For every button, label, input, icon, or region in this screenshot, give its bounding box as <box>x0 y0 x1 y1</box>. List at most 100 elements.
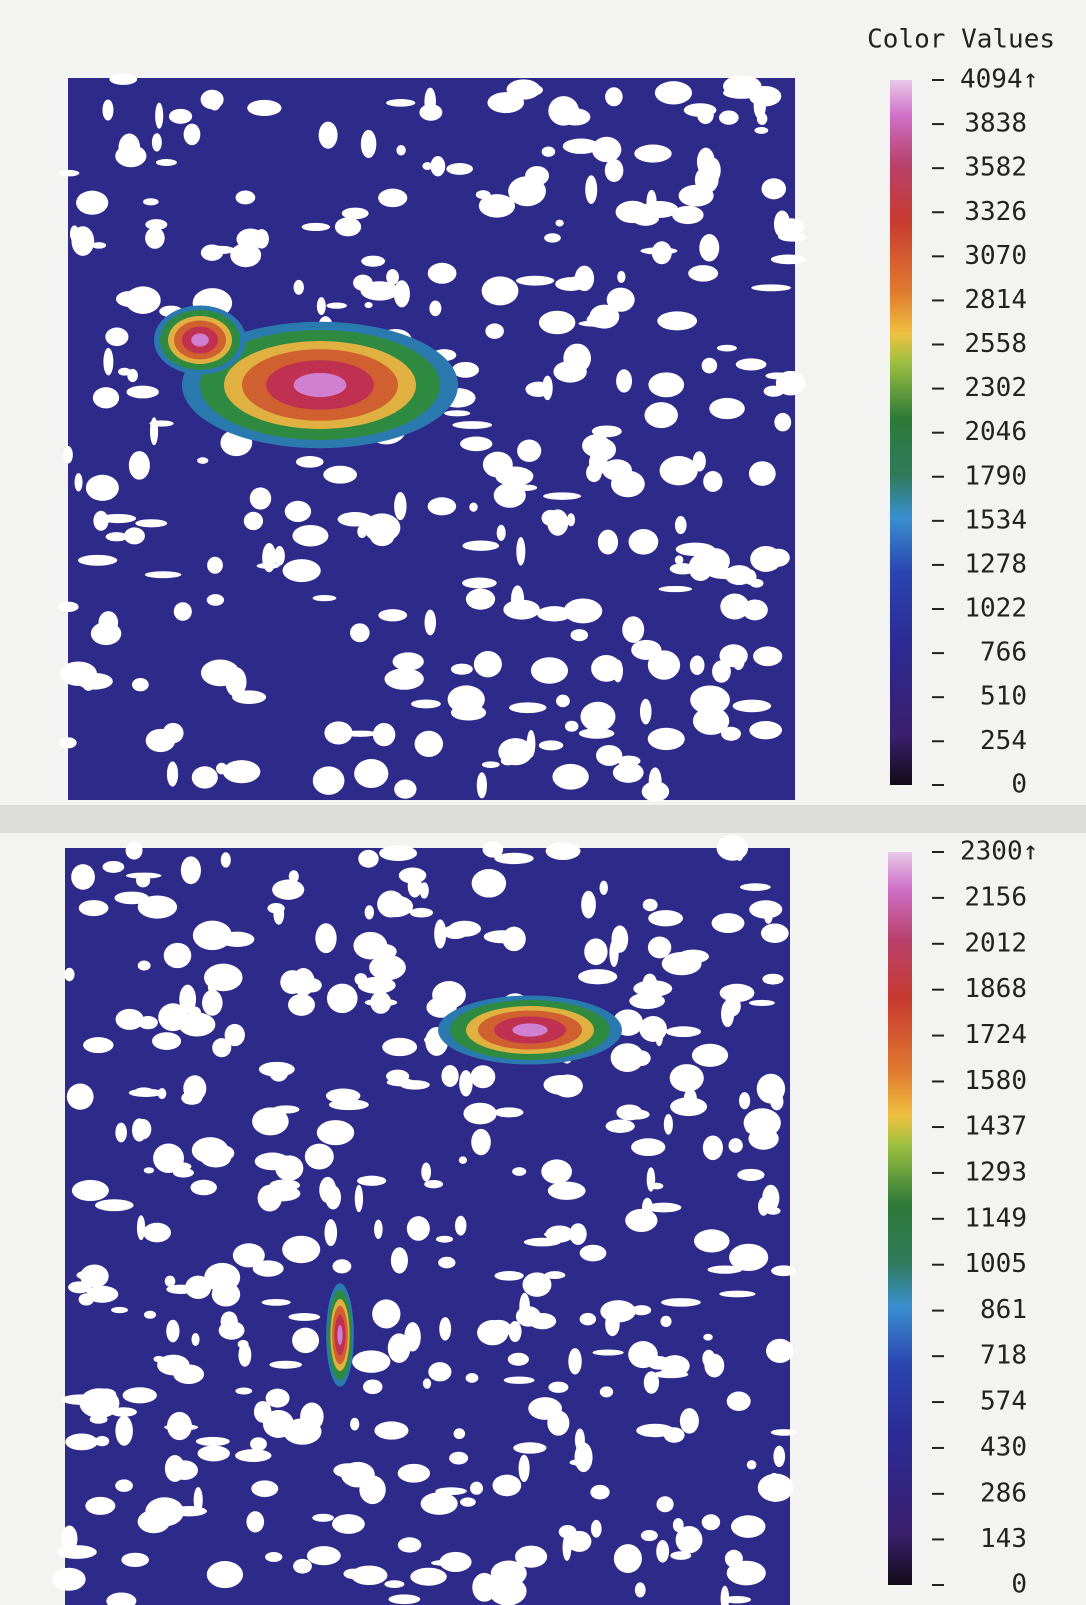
heatmap-blank-area <box>471 1128 491 1156</box>
heatmap-blank-area <box>318 121 338 149</box>
colorbar <box>890 80 912 785</box>
heatmap-blank-area <box>763 385 784 397</box>
heatmap-blank-area <box>705 473 719 490</box>
heatmap-blank-area <box>580 701 616 732</box>
heatmap-blank-area <box>739 1092 751 1110</box>
heatmap-blank-area <box>528 1397 562 1420</box>
heatmap-blank-area <box>396 145 406 156</box>
heatmap-blank-area <box>753 92 766 120</box>
heatmap-blank-area <box>71 226 95 256</box>
heatmap-blank-area <box>246 1511 265 1533</box>
heatmap-background <box>68 78 795 800</box>
heatmap-blank-area <box>109 73 138 85</box>
heatmap-blank-area <box>191 1137 229 1164</box>
heatmap-blank-area <box>616 369 633 393</box>
heatmap-blank-area <box>465 1372 479 1383</box>
heatmap-blank-area <box>312 594 337 602</box>
heatmap-blank-area <box>459 1070 473 1097</box>
heatmap-blank-area <box>516 275 555 286</box>
heatmap-blank-area <box>629 992 665 1009</box>
heatmap-blank-area <box>688 265 719 282</box>
heatmap-blank-area <box>556 694 570 708</box>
heatmap-blank-area <box>71 864 95 890</box>
heatmap-blank-area <box>642 973 657 993</box>
colorbar-tick-label: 2302 <box>964 373 1027 403</box>
heatmap-blank-area <box>80 1264 109 1288</box>
heatmap-blank-area <box>699 234 720 262</box>
heatmap-blank-area <box>599 880 608 895</box>
heatmap-blank-area <box>748 461 776 486</box>
heatmap-blank-area <box>386 269 399 285</box>
heatmap-blank-area <box>136 1215 146 1241</box>
colorbar-tick-label: 2814 <box>964 285 1027 315</box>
heatmap-blank-area <box>726 1391 751 1411</box>
heatmap-blank-area <box>374 1219 383 1239</box>
heatmap-blank-area <box>517 439 542 462</box>
heatmap-blank-area <box>544 233 561 243</box>
heatmap-blank-area <box>722 86 761 99</box>
heatmap-blank-area <box>749 900 783 919</box>
heatmap-blank-area <box>771 1265 797 1277</box>
heatmap-blank-area <box>136 873 151 888</box>
heatmap-blank-area <box>591 136 622 163</box>
heatmap-blank-area <box>407 874 422 898</box>
heatmap-blank-area <box>422 162 433 170</box>
heatmap-blank-area <box>378 609 408 622</box>
heatmap-blank-area <box>374 1421 409 1440</box>
heatmap-blank-area <box>115 1415 133 1446</box>
heatmap-blank-area <box>509 702 547 714</box>
heatmap-blank-area <box>269 1360 303 1369</box>
heatmap-blank-area <box>302 978 322 993</box>
heatmap-blank-area <box>691 1043 729 1067</box>
heatmap-blank-area <box>126 385 159 399</box>
heatmap-blank-area <box>208 92 222 111</box>
heatmap-blank-area <box>219 931 255 947</box>
heatmap-blank-area <box>115 1479 133 1492</box>
heatmap-blank-area <box>332 1514 365 1534</box>
heatmap-blank-area <box>394 492 407 521</box>
heatmap-blank-area <box>498 738 533 766</box>
heatmap-blank-area <box>410 699 441 709</box>
heatmap-blank-area <box>319 1176 337 1204</box>
heatmap-blank-area <box>507 1352 529 1366</box>
heatmap-blank-area <box>379 895 414 918</box>
heatmap-blank-area <box>350 623 370 643</box>
heatmap-blank-area <box>324 1219 338 1247</box>
heatmap-blank-area <box>612 659 623 683</box>
heatmap-blank-area <box>600 1300 636 1323</box>
colorbar-tick-label: 1580 <box>964 1066 1027 1096</box>
heatmap-blank-area <box>86 1285 119 1303</box>
heatmap-blank-area <box>719 1290 756 1298</box>
heatmap-blank-area <box>406 1216 430 1241</box>
heatmap-blank-area <box>247 99 282 117</box>
heatmap-blank-area <box>732 699 772 713</box>
heatmap-blank-area <box>261 1298 291 1306</box>
heatmap-blank-area <box>422 1378 432 1389</box>
heatmap-blank-area <box>548 1381 569 1393</box>
heatmap-blank-area <box>508 176 546 207</box>
heatmap-blank-area <box>569 1542 587 1552</box>
heatmap-blank-area <box>178 1012 216 1037</box>
heatmap-blank-area <box>640 1530 658 1542</box>
heatmap-blank-area <box>424 1179 444 1189</box>
heatmap-blank-area <box>249 487 272 510</box>
colorbar-tick-label: 1534 <box>964 505 1027 535</box>
heatmap-blank-area <box>737 1168 765 1181</box>
heatmap-blank-area <box>122 1387 157 1404</box>
heatmap-blank-area <box>200 659 240 687</box>
heatmap-blank-area <box>384 668 424 690</box>
heatmap-hotspot <box>337 1325 343 1345</box>
heatmap-blank-area <box>430 155 446 177</box>
colorbar-tick-label: 0 <box>1011 770 1027 800</box>
heatmap-blank-area <box>153 1355 165 1363</box>
heatmap-blank-area <box>656 1496 674 1513</box>
heatmap-blank-area <box>543 492 582 500</box>
heatmap-blank-area <box>628 529 659 555</box>
heatmap-blank-area <box>631 639 662 660</box>
heatmap-blank-area <box>315 923 337 954</box>
heatmap-blank-area <box>652 1370 689 1379</box>
heatmap-blank-area <box>392 652 424 671</box>
heatmap-blank-area <box>273 903 285 925</box>
heatmap-blank-area <box>105 532 128 542</box>
